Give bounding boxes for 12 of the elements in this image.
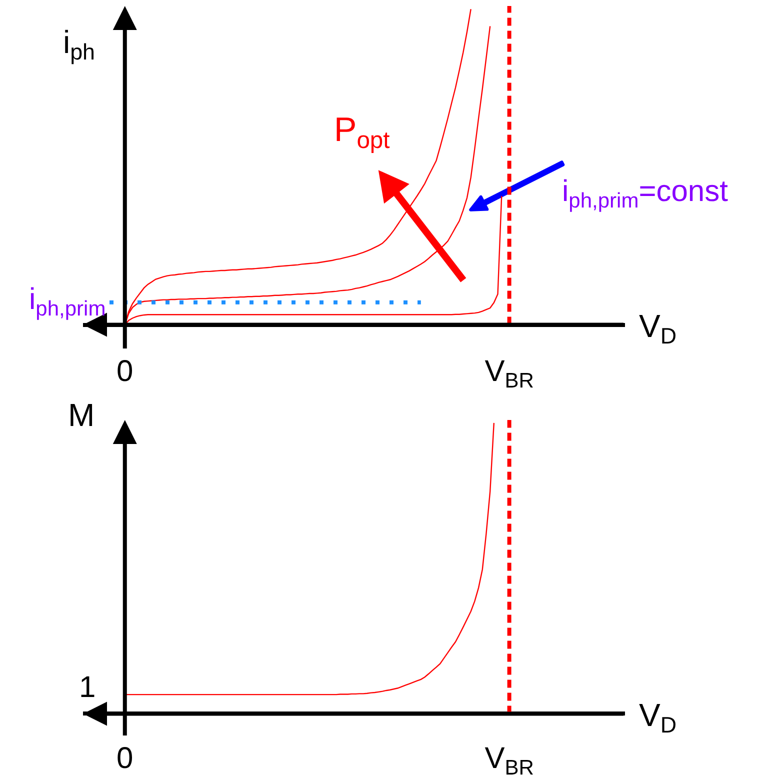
text: i$_{ph,prim}$=const <box>562 175 729 212</box>
x-tick-label: 0 <box>116 355 134 388</box>
x-tick-label: V$_{BR}$ <box>484 355 534 392</box>
x-tick-label: V$_{BR}$ <box>484 742 534 775</box>
x-axis-title: V$_{D}$ <box>639 308 677 349</box>
y-axis-title: M <box>68 397 95 433</box>
text: i$_{ph,prim}$ <box>29 283 106 320</box>
y-axis-title: i$_{ph}$ <box>63 24 96 65</box>
x-tick-label: 0 <box>116 742 134 775</box>
x-axis-title: V$_{D}$ <box>639 697 677 738</box>
annotation: 1 <box>79 671 96 704</box>
annotation: P$_{opt}$ <box>334 111 390 154</box>
